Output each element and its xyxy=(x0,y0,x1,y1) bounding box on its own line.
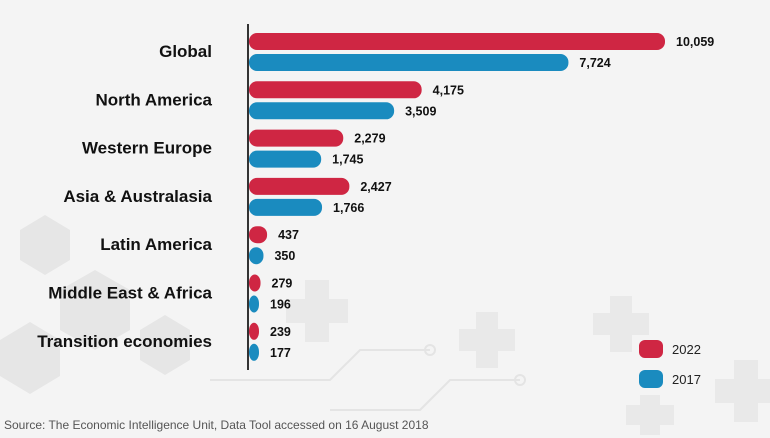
data-label-transition-economies-2022: 239 xyxy=(270,325,291,339)
bar-asia-and-australasia-2022 xyxy=(249,177,350,195)
data-label-global-2017: 7,724 xyxy=(579,56,610,70)
bar-western-europe-2017 xyxy=(249,150,322,168)
category-label-global: Global xyxy=(159,42,212,61)
legend-label-2022: 2022 xyxy=(672,342,701,357)
data-label-north-america-2022: 4,175 xyxy=(433,83,464,97)
data-label-global-2022: 10,059 xyxy=(676,35,714,49)
category-label-western-europe: Western Europe xyxy=(82,139,212,158)
bar-global-2017 xyxy=(249,54,569,71)
data-label-latin-america-2022: 437 xyxy=(278,228,299,242)
legend-label-2017: 2017 xyxy=(672,372,701,387)
bar-latin-america-2017 xyxy=(249,247,264,265)
bar-asia-and-australasia-2017 xyxy=(249,198,323,216)
bar-middle-east-and-africa-2017 xyxy=(249,295,259,313)
data-label-asia-and-australasia-2022: 2,427 xyxy=(360,180,391,194)
legend-swatch-2017 xyxy=(639,370,663,388)
data-label-western-europe-2022: 2,279 xyxy=(354,132,385,146)
bar-transition-economies-2022 xyxy=(249,322,259,340)
category-label-north-america: North America xyxy=(95,90,212,109)
data-label-western-europe-2017: 1,745 xyxy=(332,153,363,167)
bar-north-america-2017 xyxy=(249,102,395,120)
data-label-north-america-2017: 3,509 xyxy=(405,104,436,118)
data-label-latin-america-2017: 350 xyxy=(274,249,295,263)
data-label-middle-east-and-africa-2017: 196 xyxy=(270,298,291,312)
category-label-middle-east-and-africa: Middle East & Africa xyxy=(48,284,212,303)
category-label-asia-and-australasia: Asia & Australasia xyxy=(63,187,212,206)
bar-western-europe-2022 xyxy=(249,129,344,147)
bar-transition-economies-2017 xyxy=(249,343,259,361)
data-label-transition-economies-2017: 177 xyxy=(270,346,291,360)
data-label-middle-east-and-africa-2022: 279 xyxy=(272,277,293,291)
data-label-asia-and-australasia-2017: 1,766 xyxy=(333,201,364,215)
category-label-latin-america: Latin America xyxy=(100,235,212,254)
category-label-transition-economies: Transition economies xyxy=(37,332,212,351)
source-note: Source: The Economic Intelligence Unit, … xyxy=(4,418,429,432)
bar-middle-east-and-africa-2022 xyxy=(249,274,261,292)
legend-swatch-2022 xyxy=(639,340,663,358)
bar-north-america-2022 xyxy=(249,81,422,99)
bar-global-2022 xyxy=(249,33,665,50)
bar-latin-america-2022 xyxy=(249,226,268,244)
